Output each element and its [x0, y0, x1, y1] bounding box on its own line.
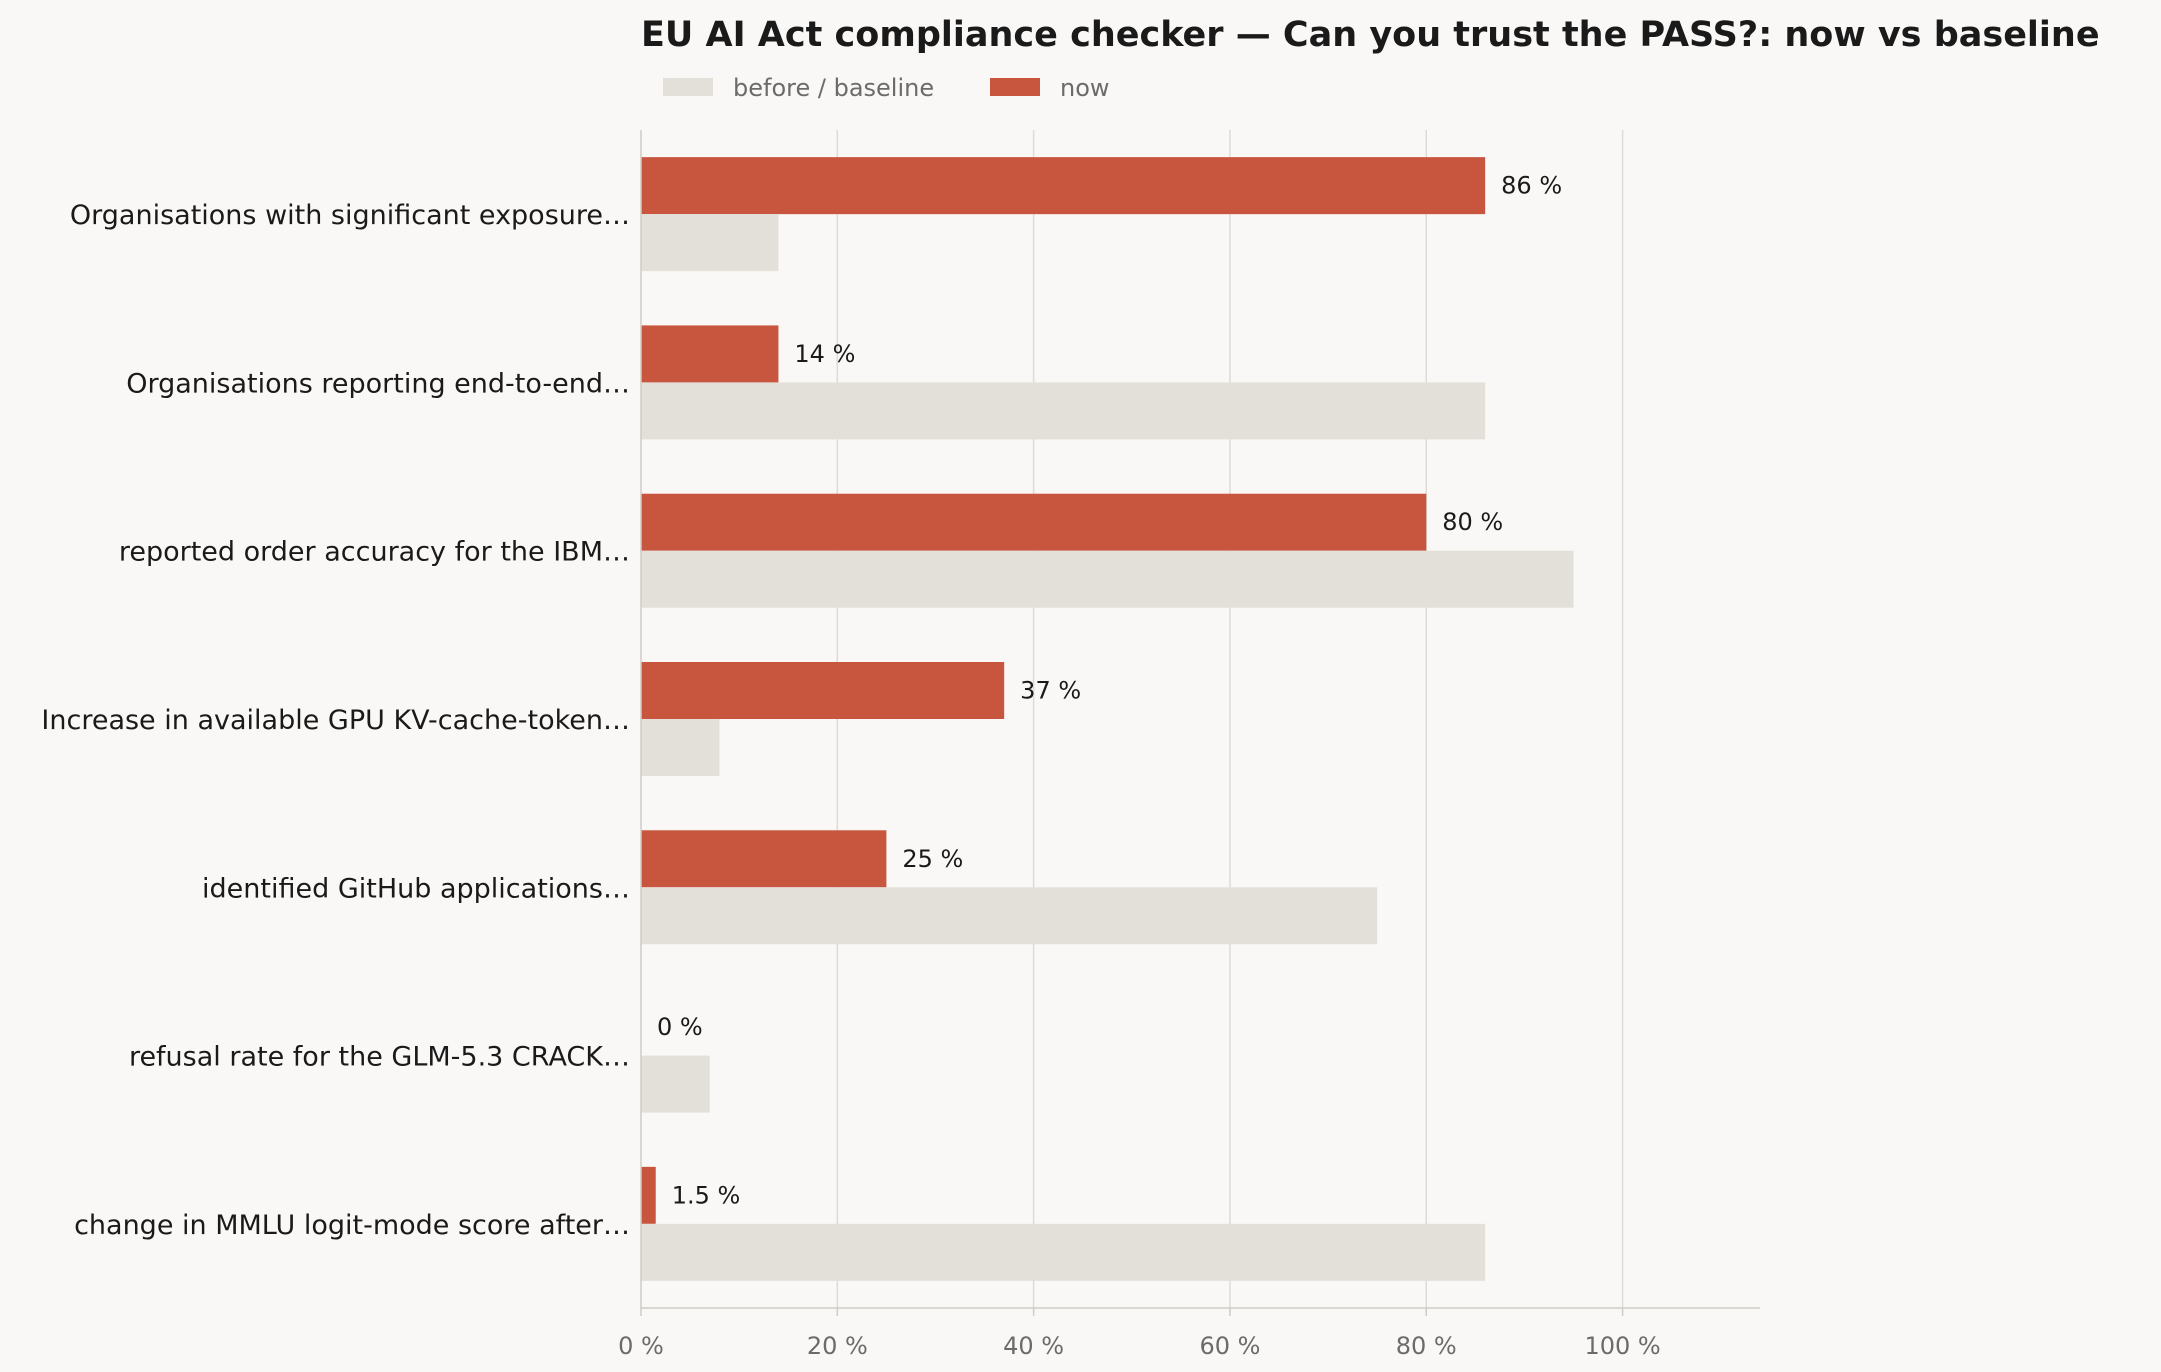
bar-baseline	[641, 1055, 710, 1113]
bar-baseline	[641, 887, 1378, 945]
bar-now	[641, 325, 779, 383]
category-label: refusal rate for the GLM-5.3 CRACK…	[129, 1042, 630, 1073]
x-tick-label: 60 %	[1199, 1332, 1260, 1360]
data-label-now: 86 %	[1501, 172, 1562, 200]
data-label-now: 80 %	[1442, 508, 1503, 536]
labels-layer: 86 % Organisations with significant expos…	[41, 172, 1562, 1241]
bar-now	[641, 662, 1005, 719]
bar-baseline	[641, 719, 720, 776]
bar-baseline	[641, 214, 779, 272]
data-label-now: 1.5 %	[672, 1181, 741, 1209]
bar-now	[641, 1166, 656, 1224]
grid-layer	[836, 130, 1624, 1308]
x-tick-label: 20 %	[807, 1332, 868, 1360]
category-label: change in MMLU logit-mode score after…	[74, 1210, 630, 1241]
axis-layer: 0 % 20 % 40 % 60 % 80 % 100 %	[618, 130, 1760, 1360]
data-label-now: 0 %	[657, 1013, 703, 1041]
bar-baseline	[641, 550, 1574, 608]
data-label-now: 37 %	[1020, 677, 1081, 705]
x-tick-label: 100 %	[1584, 1332, 1660, 1360]
legend-label-now: now	[1060, 74, 1110, 102]
legend-label-baseline: before / baseline	[733, 74, 934, 102]
category-label: Increase in available GPU KV-cache-token…	[41, 705, 630, 736]
data-label-now: 25 %	[902, 845, 963, 873]
bars-layer	[641, 157, 1574, 1281]
bar-now	[641, 157, 1486, 215]
category-label: Organisations reporting end-to-end…	[126, 368, 630, 399]
bar-now	[641, 830, 887, 888]
category-label: identified GitHub applications…	[202, 873, 630, 904]
x-tick-label: 40 %	[1003, 1332, 1064, 1360]
category-label: reported order accuracy for the IBM…	[119, 537, 630, 568]
chart-title: EU AI Act compliance checker — Can you t…	[641, 15, 2100, 55]
bar-now	[641, 493, 1427, 551]
x-tick-label: 80 %	[1396, 1332, 1457, 1360]
legend-swatch-now	[990, 78, 1040, 96]
bar-baseline	[641, 1223, 1486, 1281]
x-tick-label: 0 %	[618, 1332, 664, 1360]
legend: before / baseline now	[663, 74, 1110, 102]
bar-baseline	[641, 382, 1486, 440]
category-label: Organisations with significant exposure…	[70, 200, 630, 231]
data-label-now: 14 %	[794, 340, 855, 368]
legend-swatch-baseline	[663, 78, 713, 96]
